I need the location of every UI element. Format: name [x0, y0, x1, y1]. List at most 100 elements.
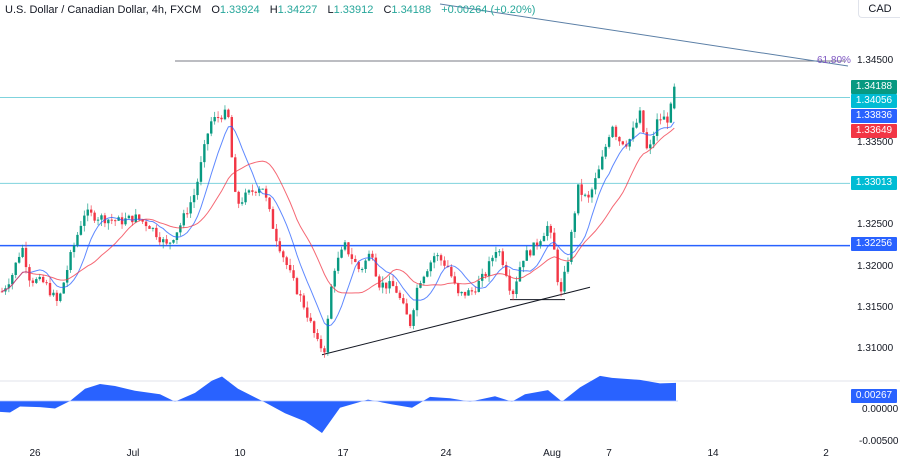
- candle-body: [597, 169, 601, 179]
- ma-fast-price-label: 1.33836: [851, 109, 897, 123]
- candle-body: [374, 257, 378, 277]
- price-tick: 1.34500: [857, 55, 894, 66]
- candle-body: [642, 110, 645, 133]
- candle-body: [299, 294, 302, 296]
- ohlc-low-key: L: [327, 4, 334, 16]
- oscillator-area: [0, 375, 676, 433]
- candle-body: [17, 256, 21, 263]
- candle-body: [607, 137, 611, 147]
- candle-body: [220, 117, 223, 120]
- candle-body: [467, 290, 470, 296]
- candle-body: [388, 281, 391, 289]
- ma-fast-line: [1, 121, 675, 327]
- candle-body: [189, 202, 192, 214]
- candle-body: [162, 239, 165, 243]
- candle-body: [192, 195, 196, 203]
- candle-body: [55, 292, 59, 301]
- candle-body: [309, 317, 312, 322]
- candle-body: [347, 242, 350, 255]
- candle-body: [573, 213, 577, 232]
- candle-body: [244, 192, 247, 203]
- candle-body: [196, 181, 199, 196]
- candle-body: [203, 144, 206, 163]
- candle-body: [535, 242, 539, 246]
- candle-body: [0, 291, 4, 293]
- candle-body: [539, 241, 542, 246]
- candle-body: [408, 314, 412, 326]
- candle-body: [199, 162, 203, 182]
- candle-body: [645, 132, 649, 149]
- candle-body: [491, 257, 494, 262]
- candle-body: [669, 103, 673, 123]
- candle-body: [432, 256, 436, 263]
- symbol-legend: U.S. Dollar / Canadian Dollar, 4h, FXCM …: [5, 4, 535, 16]
- candle-body: [501, 251, 504, 266]
- candle-body: [275, 228, 278, 242]
- candle-body: [271, 209, 275, 229]
- fib-level-label[interactable]: 61.80%: [817, 55, 851, 66]
- candle-body: [278, 241, 282, 252]
- candle-body: [415, 287, 419, 311]
- candle-body: [498, 251, 501, 253]
- candle-body: [295, 278, 299, 295]
- candle-body: [354, 258, 357, 262]
- symbol-title[interactable]: U.S. Dollar / Canadian Dollar, 4h, FXCM: [5, 4, 202, 16]
- candle-body: [175, 232, 179, 240]
- candle-body: [621, 141, 625, 145]
- candle-body: [563, 271, 566, 292]
- candle-body: [360, 269, 364, 271]
- candle-body: [419, 283, 422, 288]
- candle-body: [28, 267, 31, 281]
- candle-body: [45, 282, 48, 284]
- candle-body: [511, 290, 515, 295]
- candle-body: [186, 213, 189, 215]
- candle-body: [138, 214, 141, 220]
- candle-body: [559, 282, 563, 292]
- ohlc-open-key: O: [211, 4, 220, 16]
- currency-selector-button[interactable]: CAD: [858, 0, 900, 18]
- candle-body: [426, 271, 429, 277]
- candle-body: [96, 219, 100, 221]
- candle-body: [234, 157, 237, 192]
- candle-body: [443, 260, 446, 266]
- candle-body: [652, 135, 655, 145]
- candle-body: [505, 265, 508, 276]
- candle-body: [268, 197, 271, 210]
- candle-body: [306, 307, 309, 318]
- candle-body: [35, 279, 38, 283]
- candle-body: [556, 249, 559, 283]
- candle-body: [251, 190, 254, 192]
- candle-body: [65, 270, 69, 283]
- diagonal-trendline: [439, 3, 849, 67]
- candle-body: [395, 286, 398, 293]
- candle-body: [240, 202, 244, 204]
- candle-body: [525, 250, 528, 261]
- horizontal-lines-layer: [0, 3, 850, 247]
- candle-body: [508, 275, 511, 291]
- candle-body: [223, 109, 227, 120]
- candle-body: [285, 257, 288, 265]
- candle-body: [216, 117, 220, 119]
- hline-price-label: 1.33013: [851, 176, 897, 190]
- candle-body: [86, 209, 89, 216]
- candle-body: [659, 119, 662, 121]
- candle-body: [76, 234, 79, 246]
- ma-slow-price-label: 1.33649: [851, 124, 897, 138]
- candle-body: [316, 333, 319, 340]
- candle-body: [405, 303, 408, 315]
- oscillator-tick: -0.00500: [859, 436, 899, 444]
- time-tick: 26: [29, 448, 41, 459]
- last-price-label: 1.34188: [851, 80, 897, 94]
- candle-body: [460, 291, 463, 294]
- candle-body: [422, 276, 426, 284]
- candle-body: [148, 226, 151, 229]
- moving-averages-layer: [1, 121, 675, 327]
- candle-body: [83, 215, 86, 226]
- time-tick: 24: [440, 448, 452, 459]
- candle-body: [583, 194, 587, 196]
- candle-body: [155, 227, 158, 238]
- time-tick: 7: [606, 448, 612, 459]
- candle-body: [381, 282, 384, 288]
